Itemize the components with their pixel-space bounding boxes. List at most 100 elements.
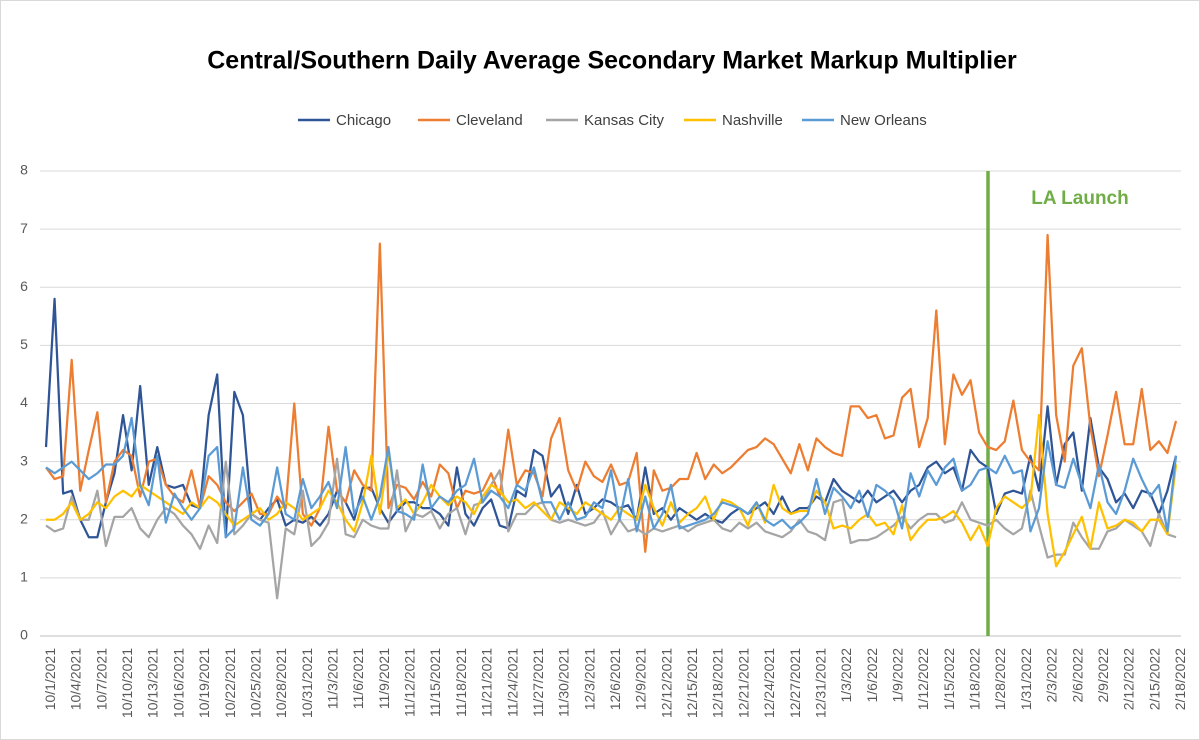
series-line [45, 457, 1177, 600]
x-tick-date: 11/3 [324, 683, 340, 709]
x-tick-date: 1/3 [838, 683, 854, 703]
x-tick-date: 12/6 [607, 683, 623, 710]
x-tick-year: /2021 [427, 648, 443, 683]
x-tick-date: 11/24 [504, 683, 520, 717]
x-tick-date: 10/22 [221, 683, 237, 718]
x-tick-year: /2021 [67, 648, 83, 683]
y-tick-label: 1 [20, 569, 28, 585]
x-tick-label: 11/30/2021 [555, 648, 571, 717]
x-tick-date: 12/31 [812, 683, 828, 718]
x-tick-label-group: 10/25/2021 [247, 648, 263, 718]
x-tick-date: 11/12 [401, 683, 417, 717]
annotation-text: LA Launch [1031, 188, 1128, 209]
x-tick-date: 1/15 [941, 683, 957, 710]
x-tick-year: /2021 [504, 648, 520, 683]
x-tick-date: 2/3 [1043, 683, 1059, 703]
x-tick-year: /2021 [299, 648, 315, 683]
x-tick-date: 10/10 [119, 683, 135, 718]
x-tick-year: /2022 [1120, 648, 1136, 683]
x-tick-label: 2/15/2022 [1146, 648, 1162, 710]
x-tick-date: 11/15 [427, 683, 443, 717]
x-tick-label: 1/18/2022 [966, 648, 982, 710]
x-tick-label: 2/3/2022 [1043, 648, 1059, 703]
x-tick-label: 1/3/2022 [838, 648, 854, 703]
x-tick-date: 10/25 [247, 683, 263, 718]
x-tick-label-group: 11/15/2021 [427, 648, 443, 717]
x-tick-date: 12/18 [709, 683, 725, 718]
x-tick-label-group: 2/9/2022 [1095, 648, 1111, 703]
series-line [45, 233, 1178, 553]
x-tick-date: 1/12 [915, 683, 931, 710]
x-tick-year: /2021 [555, 648, 571, 683]
x-tick-date: 1/18 [966, 683, 982, 710]
x-tick-label: 12/21/2021 [735, 648, 751, 718]
x-tick-label: 10/1/2021 [42, 648, 58, 710]
x-tick-date: 11/6 [350, 683, 366, 709]
x-tick-label: 12/31/2021 [812, 648, 828, 718]
x-tick-year: /2021 [453, 648, 469, 683]
x-tick-label-group: 10/31/2021 [299, 648, 315, 718]
x-tick-label-group: 10/13/2021 [144, 648, 160, 718]
x-tick-date: 2/18 [1172, 683, 1188, 710]
x-tick-date: 2/12 [1120, 683, 1136, 710]
x-tick-year: /2021 [761, 648, 777, 683]
x-tick-label-group: 12/21/2021 [735, 648, 751, 718]
legend-label: Kansas City [584, 112, 665, 129]
x-tick-label: 12/3/2021 [581, 648, 597, 710]
x-tick-year: /2021 [786, 648, 802, 683]
x-tick-label-group: 11/6/2021 [350, 648, 366, 709]
x-tick-label-group: 10/7/2021 [93, 648, 109, 710]
x-tick-label: 1/9/2022 [889, 648, 905, 703]
legend-label: Cleveland [456, 112, 523, 129]
x-tick-label-group: 1/9/2022 [889, 648, 905, 703]
x-tick-label-group: 10/28/2021 [273, 648, 289, 718]
x-tick-year: /2021 [632, 648, 648, 683]
y-tick-label: 0 [20, 627, 28, 643]
x-tick-label: 12/18/2021 [709, 648, 725, 718]
x-tick-label: 1/15/2022 [941, 648, 957, 710]
x-tick-year: /2021 [42, 648, 58, 683]
x-tick-date: 2/9 [1095, 683, 1111, 703]
x-tick-label: 10/4/2021 [67, 648, 83, 710]
x-tick-date: 10/13 [144, 683, 160, 718]
x-tick-year: /2022 [992, 648, 1008, 683]
x-tick-label-group: 11/30/2021 [555, 648, 571, 717]
x-tick-label-group: 10/22/2021 [221, 648, 237, 718]
x-tick-label-group: 10/19/2021 [196, 648, 212, 718]
y-tick-label: 2 [20, 510, 28, 526]
x-tick-label-group: 11/21/2021 [478, 648, 494, 717]
x-tick-date: 10/7 [93, 683, 109, 710]
x-tick-label: 11/6/2021 [350, 648, 366, 709]
x-tick-label: 2/18/2022 [1172, 648, 1188, 710]
x-tick-date: 2/15 [1146, 683, 1162, 710]
x-tick-label-group: 1/31/2022 [1018, 648, 1034, 710]
x-tick-label: 11/12/2021 [401, 648, 417, 717]
x-tick-label: 10/25/2021 [247, 648, 263, 718]
x-tick-year: /2022 [915, 648, 931, 683]
x-tick-label-group: 2/18/2022 [1172, 648, 1188, 710]
y-tick-label: 7 [20, 220, 28, 236]
x-tick-label: 11/27/2021 [530, 648, 546, 717]
x-tick-label: 1/12/2022 [915, 648, 931, 710]
x-tick-label: 10/7/2021 [93, 648, 109, 710]
x-tick-year: /2021 [119, 648, 135, 683]
x-tick-label-group: 10/1/2021 [42, 648, 58, 710]
y-tick-label: 3 [20, 452, 28, 468]
x-tick-year: /2021 [144, 648, 160, 683]
x-tick-year: /2021 [221, 648, 237, 683]
x-tick-date: 1/28 [992, 683, 1008, 710]
x-tick-year: /2021 [324, 648, 340, 683]
x-tick-label: 1/31/2022 [1018, 648, 1034, 710]
x-tick-date: 12/15 [684, 683, 700, 718]
x-tick-label: 12/6/2021 [607, 648, 623, 710]
x-tick-year: /2022 [966, 648, 982, 683]
x-tick-label: 11/3/2021 [324, 648, 340, 709]
x-tick-year: /2021 [658, 648, 674, 683]
x-tick-label: 1/28/2022 [992, 648, 1008, 710]
x-tick-year: /2022 [1043, 648, 1059, 683]
x-tick-date: 2/6 [1069, 683, 1085, 703]
x-tick-year: /2021 [196, 648, 212, 683]
x-tick-date: 10/1 [42, 683, 58, 710]
